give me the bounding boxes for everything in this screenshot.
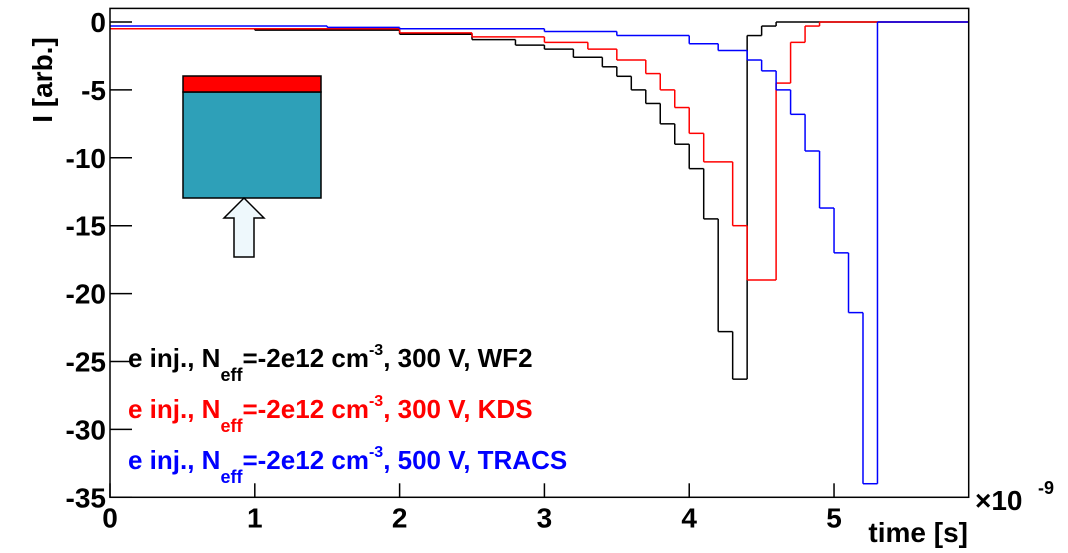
y-tick-label: -20	[66, 279, 106, 310]
legend-text: e inj., N	[128, 394, 220, 424]
legend-text: , 300 V, KDS	[383, 394, 532, 424]
x-tick-label: 1	[247, 502, 263, 533]
legend-text: =-2e12 cm	[242, 394, 368, 424]
x-tick-label: 3	[537, 502, 553, 533]
y-axis-label: I [arb.]	[27, 37, 58, 123]
x-axis-label: time [s]	[868, 517, 968, 548]
sensor-bulk	[182, 91, 322, 199]
x-tick-label: 2	[392, 502, 408, 533]
sensor-electrode	[182, 75, 322, 93]
legend-text: eff	[220, 416, 243, 436]
y-tick-label: -15	[66, 211, 106, 242]
legend-text: eff	[220, 365, 243, 385]
legend-text: eff	[220, 467, 243, 487]
legend-entry: e inj., Neff=-2e12 cm-3, 300 V, KDS	[128, 393, 533, 436]
legend-text: =-2e12 cm	[242, 445, 368, 475]
legend-entry: e inj., Neff=-2e12 cm-3, 500 V, TRACS	[128, 444, 567, 487]
legend-text: -3	[369, 342, 383, 359]
x-exponent-power: -9	[1038, 478, 1054, 498]
legend-text: -3	[369, 444, 383, 461]
y-tick-label: 0	[90, 7, 106, 38]
x-tick-label: 0	[102, 502, 118, 533]
injection-arrow	[222, 196, 266, 258]
x-exponent-base: ×10	[975, 485, 1023, 516]
plot-frame	[109, 7, 970, 499]
legend-text: =-2e12 cm	[242, 343, 368, 373]
y-tick-label: -25	[66, 346, 106, 377]
legend-text: e inj., N	[128, 343, 220, 373]
legend-text: -3	[369, 393, 383, 410]
x-tick-label: 4	[681, 502, 697, 533]
x-tick-label: 5	[826, 502, 842, 533]
y-tick-label: -10	[66, 143, 106, 174]
y-tick-label: -5	[81, 75, 106, 106]
legend-entry: e inj., Neff=-2e12 cm-3, 300 V, WF2	[128, 342, 533, 385]
y-tick-label: -30	[66, 414, 106, 445]
legend-text: , 500 V, TRACS	[383, 445, 567, 475]
y-tick-label: -35	[66, 482, 106, 513]
legend-text: e inj., N	[128, 445, 220, 475]
legend-text: , 300 V, WF2	[383, 343, 532, 373]
